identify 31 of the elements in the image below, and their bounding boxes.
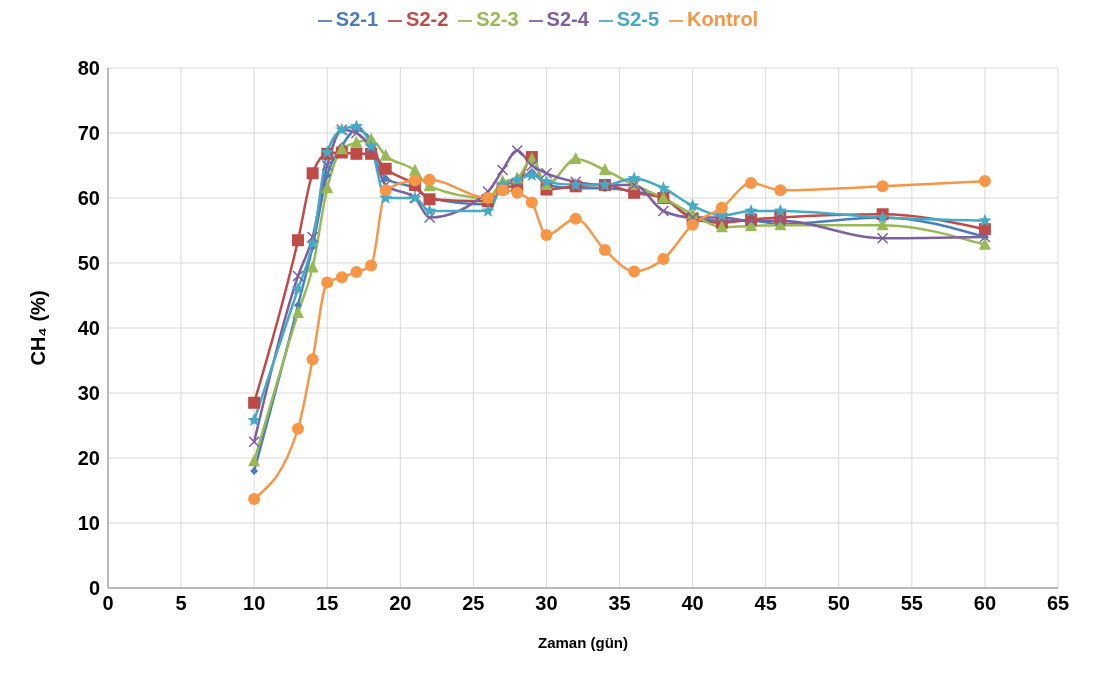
x-tick-label: 10	[243, 592, 266, 615]
x-tick-label: 15	[316, 592, 339, 615]
x-tick-label: 60	[973, 592, 997, 615]
x-tick-label: 40	[681, 592, 704, 615]
y-tick-label: 20	[77, 447, 100, 470]
y-tick-label: 50	[77, 252, 100, 275]
y-tick-label: 0	[88, 577, 100, 600]
y-tick-label: 80	[77, 57, 100, 80]
legend-label: S2-1	[335, 8, 379, 30]
y-tick-label: 70	[77, 122, 100, 145]
y-axis-title: CH₄ (%)	[27, 290, 50, 366]
x-tick-label: 0	[102, 592, 114, 615]
x-tick-label: 30	[535, 592, 558, 615]
x-tick-label: 25	[462, 592, 485, 615]
y-tick-label: 40	[77, 317, 100, 340]
legend-label: S2-4	[546, 8, 589, 30]
y-tick-label: 60	[77, 187, 100, 210]
legend-label: S2-2	[406, 8, 449, 30]
x-tick-label: 65	[1046, 592, 1070, 615]
legend-label: Kontrol	[687, 8, 759, 30]
x-axis-title: Zaman (gün)	[538, 634, 628, 651]
y-tick-label: 10	[77, 512, 100, 535]
x-tick-label: 20	[389, 592, 412, 615]
x-tick-label: 35	[608, 592, 631, 615]
x-tick-label: 55	[900, 592, 923, 615]
x-tick-label: 45	[754, 592, 777, 615]
y-tick-label: 30	[77, 382, 100, 405]
x-tick-label: 50	[827, 592, 850, 615]
x-tick-label: 5	[175, 592, 187, 615]
legend-label: S2-5	[616, 8, 660, 30]
legend-label: S2-3	[476, 8, 519, 30]
